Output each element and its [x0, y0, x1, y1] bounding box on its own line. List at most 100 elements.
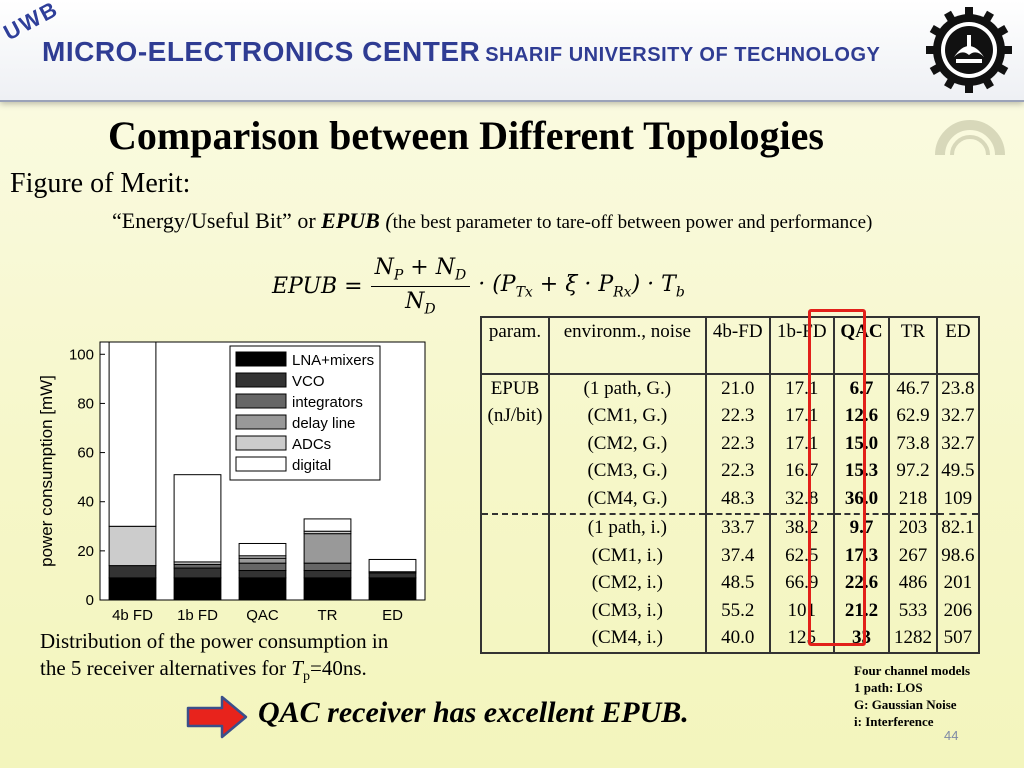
legend-label: delay line [292, 415, 355, 432]
value-cell: 22.3 [704, 457, 770, 485]
table-header-row: param. environm., noise 4b-FD 1b-FD QAC TR ED [480, 317, 979, 375]
value-cell: 23.8 [935, 374, 979, 403]
value-cell: 22.3 [704, 430, 770, 458]
value-cell: 40.0 [704, 624, 770, 653]
value-cell: 201 [935, 569, 979, 597]
bar-segment-digital [173, 474, 222, 563]
value-cell: 203 [888, 512, 937, 542]
param-cell [480, 485, 549, 514]
value-cell: 48.5 [704, 569, 770, 597]
env-cell: (CM1, i.) [547, 542, 706, 570]
power-consumption-chart: 0 20 40 60 80 100 power consumption [mW] 4b FD 1… [30, 330, 430, 630]
x-tick-label: ED [382, 607, 403, 624]
note-line: G: Gaussian Noise [854, 697, 957, 712]
y-tick-label: 0 [86, 592, 94, 609]
x-tick-label: TR [318, 607, 338, 624]
y-tick-label: 20 [77, 543, 94, 560]
eq-rhs-1-sub: Tx [515, 284, 533, 301]
page-number: 44 [944, 728, 959, 743]
chart-caption-tp-sub: p [302, 669, 310, 685]
eq-rhs-2-sub: Rx [613, 284, 632, 301]
note-line: i: Interference [854, 714, 934, 729]
bar-segment-adcs [108, 525, 157, 567]
eq-rhs-3-sub: b [675, 284, 685, 301]
right-arrow-icon [186, 695, 248, 739]
eq-num-b-sub: D [454, 267, 467, 284]
legend-swatch [235, 351, 287, 367]
legend-label: LNA+mixers [292, 352, 374, 369]
bar-segment-vco [108, 565, 157, 579]
value-cell: 21.0 [704, 374, 770, 403]
value-cell: 37.4 [704, 542, 770, 570]
value-cell: 32.7 [935, 402, 979, 430]
bar-segment-lna-mixers [238, 577, 287, 601]
x-tick-label: QAC [246, 607, 279, 624]
value-cell: 6.7 [832, 374, 890, 403]
param-cell: EPUB [480, 374, 549, 403]
eq-den-sub: D [424, 300, 436, 317]
eq-rhs: · (PTx + ξ · PRx) · Tb [478, 272, 685, 300]
value-cell: 507 [935, 624, 979, 653]
value-cell: 22.6 [832, 569, 890, 597]
y-tick-label: 60 [77, 445, 94, 462]
value-cell: 46.7 [888, 374, 937, 403]
param-cell [480, 512, 549, 542]
bar-segment-lna-mixers [368, 577, 417, 601]
env-cell: (CM1, G.) [547, 402, 706, 430]
env-cell: (CM4, i.) [547, 624, 706, 653]
eq-num-plus: + N [403, 255, 455, 281]
table-row: EPUB (1 path, G.) 21.0 17.1 6.7 46.7 23.8 [480, 374, 979, 403]
y-axis-label: power consumption [mW] [37, 375, 56, 567]
qac-highlight-box [808, 309, 866, 646]
value-cell: 218 [888, 485, 937, 514]
table-header-cell: QAC [832, 317, 890, 375]
eq-rhs-2: + ξ · P [532, 271, 614, 297]
value-cell: 533 [888, 597, 937, 625]
param-cell: (nJ/bit) [480, 402, 549, 430]
value-cell: 55.2 [704, 597, 770, 625]
y-tick-label: 40 [77, 494, 94, 511]
value-cell: 109 [935, 485, 979, 514]
epub-table-wrap: param. environm., noise 4b-FD 1b-FD QAC TR ED … [480, 316, 980, 654]
param-cell [480, 457, 549, 485]
epub-equation: EPUB = NP + ND ND · (PTx + ξ · PRx) · Tb [272, 254, 685, 318]
header-title: MICRO-ELECTRONICS CENTER SHARIF UNIVERSI… [42, 36, 880, 68]
eq-num-a-sub: P [393, 267, 404, 284]
power-chart-svg: 0 20 40 60 80 100 power consumption [mW] 4b FD 1… [37, 341, 426, 624]
figure-of-merit-label: Figure of Merit: [10, 168, 191, 199]
param-cell [480, 430, 549, 458]
header-title-sub: SHARIF UNIVERSITY OF TECHNOLOGY [485, 44, 881, 66]
table-header-cell: ED [935, 317, 979, 375]
value-cell: 62.5 [768, 542, 834, 570]
legend-label: ADCs [292, 436, 331, 453]
epub-paren: ( [379, 208, 393, 233]
x-tick-label: 4b FD [112, 607, 153, 624]
value-cell: 98.6 [935, 542, 979, 570]
eq-fraction: NP + ND ND [370, 255, 471, 317]
eq-rhs-3: ) · T [631, 271, 676, 297]
bar-segment-delay-line [303, 533, 352, 564]
bar-segment-vco [303, 570, 352, 579]
value-cell: 9.7 [832, 512, 890, 542]
epub-table: param. environm., noise 4b-FD 1b-FD QAC TR ED … [480, 316, 980, 654]
value-cell: 12.6 [832, 402, 890, 430]
conclusion-text: QAC receiver has excellent EPUB. [258, 696, 689, 729]
table-row: (nJ/bit) (CM1, G.) 22.3 17.1 12.6 62.9 32.7 [480, 402, 979, 430]
note-line: Four channel models [854, 663, 971, 678]
env-cell: (CM4, G.) [547, 485, 706, 514]
value-cell: 17.3 [832, 542, 890, 570]
bar-segment-vco [238, 570, 287, 579]
table-row: (CM1, i.) 37.4 62.5 17.3 267 98.6 [480, 542, 979, 570]
value-cell: 48.3 [704, 485, 770, 514]
value-cell: 33.7 [704, 512, 770, 542]
epub-abbr: EPUB [321, 208, 380, 233]
value-cell: 82.1 [935, 512, 979, 542]
note-line: 1 path: LOS [854, 680, 923, 695]
table-row: (CM2, i.) 48.5 66.9 22.6 486 201 [480, 569, 979, 597]
table-row: (CM3, G.) 22.3 16.7 15.3 97.2 49.5 [480, 457, 979, 485]
y-tick-label: 100 [69, 346, 94, 363]
value-cell: 15.3 [832, 457, 890, 485]
bar-segment-digital [368, 558, 417, 573]
channel-notes: Four channel models 1 path: LOS G: Gauss… [854, 662, 970, 730]
param-cell [480, 624, 549, 653]
